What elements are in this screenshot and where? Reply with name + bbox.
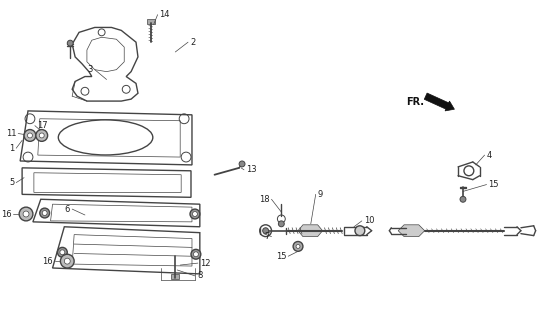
Text: 7: 7 bbox=[264, 232, 270, 241]
Circle shape bbox=[42, 211, 47, 215]
Text: 5: 5 bbox=[9, 178, 14, 187]
Text: 6: 6 bbox=[65, 204, 70, 213]
Text: 2: 2 bbox=[190, 38, 195, 47]
Circle shape bbox=[67, 40, 73, 46]
Text: 4: 4 bbox=[487, 151, 492, 160]
Text: 14: 14 bbox=[160, 10, 170, 19]
Circle shape bbox=[40, 208, 50, 218]
Circle shape bbox=[27, 133, 32, 138]
Circle shape bbox=[239, 161, 245, 167]
Bar bbox=[171, 274, 179, 279]
Text: 8: 8 bbox=[197, 271, 202, 280]
Text: FR.: FR. bbox=[406, 97, 424, 107]
Circle shape bbox=[64, 258, 70, 264]
Text: 13: 13 bbox=[246, 165, 257, 174]
Circle shape bbox=[39, 133, 44, 138]
Text: 1: 1 bbox=[9, 144, 14, 153]
Circle shape bbox=[23, 211, 29, 217]
Circle shape bbox=[24, 130, 36, 141]
FancyArrow shape bbox=[424, 93, 454, 111]
Circle shape bbox=[60, 254, 74, 268]
Text: 9: 9 bbox=[317, 190, 323, 199]
Text: 11: 11 bbox=[6, 129, 16, 138]
Text: 15: 15 bbox=[276, 252, 286, 261]
Circle shape bbox=[60, 250, 65, 255]
Circle shape bbox=[192, 212, 197, 216]
Circle shape bbox=[190, 209, 200, 219]
Text: 15: 15 bbox=[488, 180, 499, 189]
Circle shape bbox=[191, 249, 201, 259]
Text: 18: 18 bbox=[259, 195, 270, 204]
Circle shape bbox=[355, 226, 365, 236]
Circle shape bbox=[293, 242, 303, 251]
Text: 16: 16 bbox=[42, 257, 52, 266]
Circle shape bbox=[36, 130, 47, 141]
Text: 17: 17 bbox=[37, 121, 47, 130]
Text: 3: 3 bbox=[87, 65, 93, 74]
Bar bbox=[147, 19, 155, 23]
Circle shape bbox=[262, 228, 268, 234]
Polygon shape bbox=[398, 225, 425, 236]
Circle shape bbox=[460, 196, 466, 202]
Circle shape bbox=[296, 244, 300, 248]
Text: 10: 10 bbox=[364, 216, 374, 225]
Circle shape bbox=[58, 247, 67, 257]
Circle shape bbox=[278, 221, 284, 227]
Circle shape bbox=[19, 207, 33, 221]
Polygon shape bbox=[298, 225, 322, 236]
Text: 16: 16 bbox=[1, 210, 11, 219]
Text: 12: 12 bbox=[200, 259, 210, 268]
Circle shape bbox=[194, 252, 198, 257]
